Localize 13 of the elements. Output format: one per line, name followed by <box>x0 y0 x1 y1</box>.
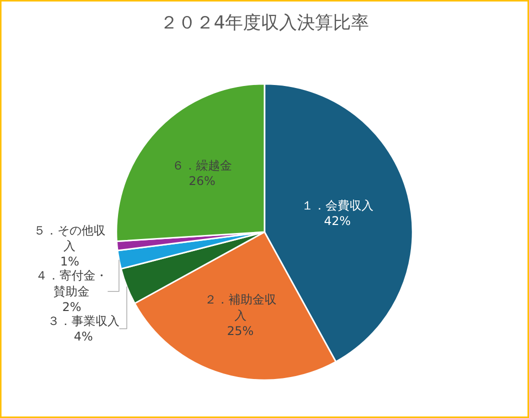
slice-label: ２．補助金収入 <box>204 292 276 322</box>
data-label: 42% <box>324 214 351 228</box>
data-label: 4% <box>74 330 93 344</box>
data-label: 2% <box>62 300 82 314</box>
chart-title: ２０２4年度収入決算比率 <box>160 12 370 34</box>
slice-label: ６．繰越金 <box>172 158 232 173</box>
slice-label: ３．事業収入 <box>47 314 120 328</box>
slice-label: ５．その他収入 <box>34 224 106 254</box>
slice-label: ４．寄付金・賛助金 <box>36 268 108 298</box>
data-label: 26% <box>188 174 216 188</box>
data-label: 25% <box>226 324 254 338</box>
data-label: 1% <box>60 254 80 269</box>
slice-label: １．会費収入 <box>301 198 374 212</box>
